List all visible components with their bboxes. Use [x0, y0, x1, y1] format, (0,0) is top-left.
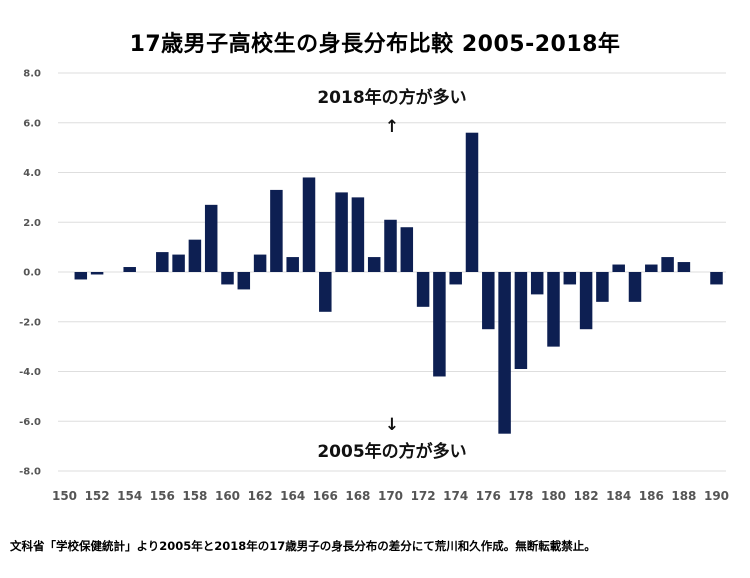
bar-166	[319, 272, 332, 312]
x-tick-label: 184	[606, 489, 631, 503]
bar-167	[335, 192, 348, 272]
x-tick-label: 188	[671, 489, 696, 503]
bar-178	[514, 272, 528, 370]
source-footnote: 文科省「学校保健統計」より2005年と2018年の17歳男子の身長分布の差分にて…	[10, 539, 596, 553]
y-tick-label: 2.0	[23, 218, 41, 229]
y-tick-label: 6.0	[23, 118, 41, 129]
bar-186	[645, 264, 658, 272]
annotation-2005-more: 2005年の方が多い	[317, 441, 466, 462]
bar-168	[351, 197, 365, 272]
bar-170	[384, 219, 397, 272]
x-tick-label: 160	[215, 489, 240, 503]
bar-159	[204, 204, 218, 272]
x-tick-label: 164	[280, 489, 305, 503]
bar-180	[547, 272, 560, 347]
y-axis-ticks: 8.0 6.0 4.0 2.0 0.0 -2.0 -4.0 -6.0 -8.0	[19, 69, 41, 478]
y-tick-label: -4.0	[19, 367, 41, 378]
bar-188	[677, 262, 691, 272]
x-tick-label: 152	[85, 489, 110, 503]
down-arrow: ↓	[385, 415, 399, 435]
y-tick-label: -6.0	[19, 417, 41, 428]
x-tick-label: 170	[378, 489, 403, 503]
y-tick-label: 4.0	[23, 168, 41, 179]
y-tick-label: -2.0	[19, 317, 41, 328]
x-tick-label: 176	[476, 489, 501, 503]
x-tick-label: 172	[411, 489, 436, 503]
bar-156	[156, 252, 169, 272]
x-tick-label: 180	[541, 489, 566, 503]
x-tick-label: 150	[52, 489, 77, 503]
bar-185	[628, 272, 642, 302]
bar-181	[563, 272, 577, 285]
x-tick-label: 168	[345, 489, 370, 503]
bar-187	[661, 257, 674, 272]
bar-154	[123, 267, 136, 272]
gridlines	[58, 72, 726, 472]
x-tick-label: 158	[182, 489, 207, 503]
up-arrow: ↑	[385, 117, 399, 137]
bar-179	[530, 272, 544, 295]
bar-183	[596, 272, 609, 302]
bar-169	[367, 257, 381, 272]
x-tick-label: 182	[574, 489, 599, 503]
bar-164	[286, 257, 299, 272]
y-tick-label: -8.0	[19, 467, 41, 478]
bar-176	[482, 272, 495, 330]
bar-182	[579, 272, 593, 330]
bar-173	[433, 272, 446, 377]
x-axis-ticks: 150 152 154 156 158 160 162 164 166 168 170 172 174 1…	[52, 489, 729, 503]
bar-172	[416, 272, 430, 307]
y-tick-label: 8.0	[23, 69, 41, 80]
x-tick-label: 190	[704, 489, 729, 503]
bar-174	[449, 272, 462, 285]
x-tick-label: 174	[443, 489, 468, 503]
x-tick-label: 162	[248, 489, 273, 503]
bars	[74, 132, 723, 434]
x-tick-label: 178	[508, 489, 533, 503]
y-tick-label: 0.0	[23, 268, 41, 279]
x-tick-label: 154	[117, 489, 142, 503]
x-tick-label: 186	[639, 489, 664, 503]
bar-190	[710, 272, 723, 285]
bar-175	[465, 132, 479, 272]
bar-184	[612, 264, 625, 272]
x-tick-label: 166	[313, 489, 338, 503]
bar-157	[172, 254, 185, 272]
chart-title: 17歳男子高校生の身長分布比較 2005-2018年	[129, 32, 621, 57]
bar-160	[221, 272, 234, 285]
bar-163	[270, 189, 283, 272]
bar-161	[237, 272, 251, 290]
bar-171	[400, 227, 414, 272]
annotation-2018-more: 2018年の方が多い	[317, 87, 466, 108]
bar-177	[498, 272, 511, 434]
bar-165	[302, 177, 316, 272]
bar-162	[253, 254, 267, 272]
bar-151	[74, 272, 88, 280]
x-tick-label: 156	[150, 489, 175, 503]
bar-152	[90, 272, 104, 275]
bar-158	[188, 239, 202, 272]
annotations: 2018年の方が多い ↑ ↓ 2005年の方が多い	[317, 87, 466, 462]
